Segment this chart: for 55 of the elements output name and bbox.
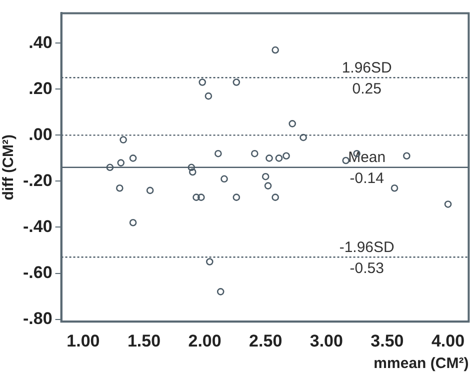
point [403,152,410,160]
y-tick-label: -.60 [22,262,52,282]
y-tick-label: .00 [28,124,52,144]
point [275,154,283,162]
y-tick-label: -.80 [22,308,52,328]
ref-line-label: -1.96SD [339,238,395,256]
y-tick-label: .40 [28,32,52,52]
point [282,152,290,160]
point [272,194,279,201]
x-tick-label: 1.00 [66,331,100,350]
point [272,46,279,54]
point [262,172,270,180]
x-tick-label: 1.50 [127,331,161,350]
x-tick-label: 3.00 [310,331,343,350]
point [120,136,127,144]
point [129,154,137,162]
point [106,164,114,172]
point [204,92,212,100]
point [266,154,273,162]
ref-line-label: Mean [348,149,386,166]
point [342,156,350,164]
point [146,186,154,194]
y-tick-label: -.40 [22,216,52,236]
point [188,168,196,176]
point [232,194,240,201]
y-tick-label: .20 [28,78,52,98]
x-tick-label: 4.00 [431,331,465,350]
point [220,175,228,183]
point [116,184,124,192]
point [288,120,296,128]
point [232,78,240,86]
point [117,159,125,166]
point [390,184,398,192]
annotation: -0.14 [350,170,384,188]
point [198,78,206,86]
x-tick-label: 2.50 [249,331,282,350]
point [264,182,272,190]
point [444,200,452,208]
point [206,258,214,266]
x-tick-label: 3.50 [370,331,404,350]
point [214,150,222,158]
y-tick-label: -.20 [22,170,52,190]
point [216,288,224,296]
annotation: -0.53 [350,260,384,277]
point [198,194,205,201]
point [251,150,258,158]
annotation: 0.25 [352,80,382,98]
x-tick-label: 2.00 [188,331,222,350]
point [188,164,196,172]
x-axis-title: mmean (CM²) [374,355,469,372]
ref-line-label: 1.96SD [342,59,392,76]
point [300,134,307,142]
point [192,194,200,201]
point [129,218,137,226]
y-axis-title: diff (CM²) [0,134,18,200]
